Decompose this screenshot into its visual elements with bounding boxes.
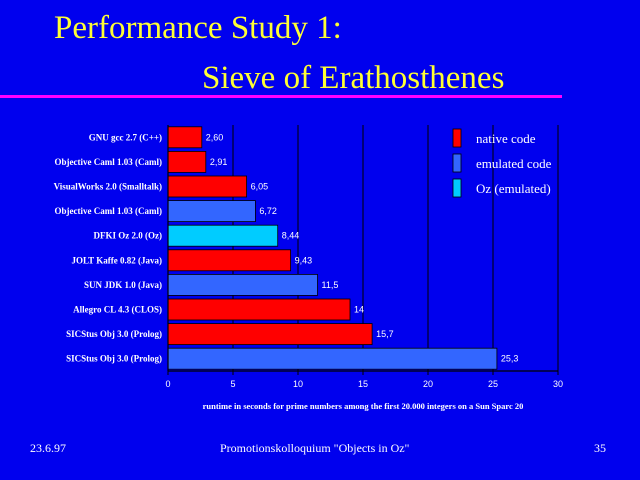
bar-9 — [167, 347, 498, 370]
bar-2 — [167, 175, 247, 198]
value-label-9: 25,3 — [501, 354, 519, 364]
value-label-6: 11,5 — [322, 280, 339, 290]
footer-date: 23.6.97 — [30, 441, 66, 455]
title-divider — [0, 95, 562, 98]
bar-4 — [167, 224, 279, 247]
bar-5 — [167, 249, 291, 272]
slide-title-line-1: Performance Study 1: — [54, 10, 342, 46]
bar-8 — [167, 323, 373, 346]
category-label-1: Objective Caml 1.03 (Caml) — [55, 157, 162, 167]
category-label-6: SUN JDK 1.0 (Java) — [84, 280, 162, 290]
x-tick-label-1: 5 — [230, 379, 235, 389]
x-tick-label-5: 25 — [488, 379, 498, 389]
x-tick-label-4: 20 — [423, 379, 433, 389]
footer-presentation-title: Promotionskolloquium "Objects in Oz" — [220, 441, 410, 455]
value-label-2: 6,05 — [251, 182, 269, 192]
category-label-3: Objective Caml 1.03 (Caml) — [55, 206, 162, 216]
category-label-5: JOLT Kaffe 0.82 (Java) — [71, 255, 162, 265]
value-label-7: 14 — [354, 305, 364, 315]
footer-page-number: 35 — [594, 441, 606, 455]
bar-1 — [167, 151, 207, 173]
bar-3 — [167, 200, 256, 222]
x-tick-label-6: 30 — [553, 379, 563, 389]
category-label-4: DFKI Oz 2.0 (Oz) — [94, 231, 162, 241]
value-label-3: 6,72 — [259, 206, 277, 216]
legend-swatch-emulated — [452, 153, 462, 173]
category-label-9: SICStus Obj 3.0 (Prolog) — [66, 354, 162, 364]
runtime-bar-chart: GNU gcc 2.7 (C++) 2,60 Objective Caml 1.03… — [54, 125, 563, 411]
bar-6 — [167, 273, 318, 296]
value-label-8: 15,7 — [376, 329, 394, 339]
category-label-8: SICStus Obj 3.0 (Prolog) — [66, 329, 162, 339]
legend-swatch-native — [452, 128, 462, 148]
category-label-2: VisualWorks 2.0 (Smalltalk) — [54, 182, 162, 192]
value-label-5: 9,43 — [295, 255, 313, 265]
legend-layer: native code emulated code Oz (emulated) — [452, 128, 552, 198]
value-label-0: 2,60 — [206, 132, 224, 142]
slide-title-line-2: Sieve of Erathosthenes — [202, 60, 505, 96]
category-label-7: Allegro CL 4.3 (CLOS) — [73, 305, 162, 315]
x-tick-label-2: 10 — [293, 379, 303, 389]
legend-swatch-oz — [452, 178, 462, 198]
bar-7 — [167, 298, 351, 321]
legend-label-oz: Oz (emulated) — [476, 181, 551, 196]
axis-layer: GNU gcc 2.7 (C++) 2,60 Objective Caml 1.03… — [54, 125, 563, 411]
legend-label-emulated: emulated code — [476, 156, 552, 171]
x-tick-label-0: 0 — [165, 379, 170, 389]
bar-0 — [167, 126, 203, 149]
value-label-1: 2,91 — [210, 157, 228, 167]
legend-label-native: native code — [476, 131, 536, 146]
x-axis-title: runtime in seconds for prime numbers amo… — [203, 401, 524, 411]
category-label-0: GNU gcc 2.7 (C++) — [89, 132, 162, 142]
value-label-4: 8,44 — [282, 231, 300, 241]
x-tick-label-3: 15 — [358, 379, 368, 389]
